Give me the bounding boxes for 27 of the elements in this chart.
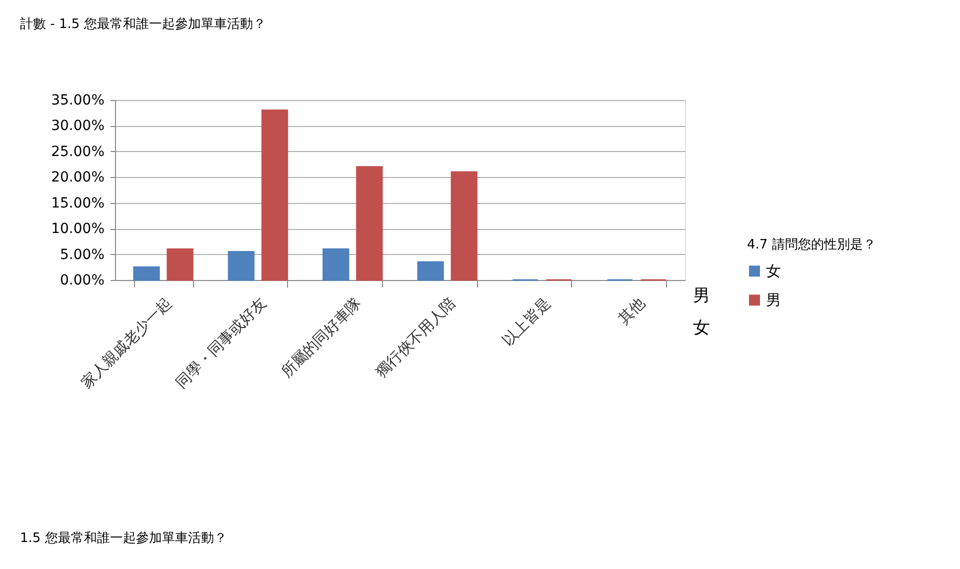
text: 女 (693, 318, 710, 338)
bar (356, 166, 383, 281)
bar (133, 266, 160, 281)
y-tick-label: 0.00% (60, 272, 104, 288)
x-tick-label: 以上皆是 (498, 294, 554, 350)
bar (166, 248, 194, 281)
text: 1.5 您最常和誰一起參加單車活動？ (20, 531, 227, 546)
bar (322, 248, 350, 281)
y-tick-label: 35.00% (51, 92, 104, 108)
legend-title: 4.7 請問您的性別是？ (747, 238, 876, 253)
y-tick-label: 25.00% (51, 144, 104, 160)
y-tick-label: 10.00% (51, 221, 104, 238)
y-tick-label: 20.00% (51, 170, 104, 186)
bar (228, 250, 255, 281)
x-tick-label: 所屬的同好車隊 (277, 294, 364, 382)
text: 男 (693, 286, 710, 306)
y-tick-label: 5.00% (60, 246, 104, 263)
y-tick-label: 30.00% (51, 118, 104, 134)
x-tick-label: 獨行俠不用人陪 (372, 294, 460, 382)
legend-label: 男 (766, 291, 781, 310)
x-tick-label: 其他 (614, 294, 649, 328)
bar (450, 171, 478, 281)
bar (417, 261, 444, 281)
chart-title: 計數 - 1.5 您最常和誰一起參加單車活動？ (20, 17, 266, 32)
y-tick-label: 15.00% (51, 195, 104, 212)
legend-label: 女 (766, 262, 781, 280)
bar (261, 110, 288, 281)
